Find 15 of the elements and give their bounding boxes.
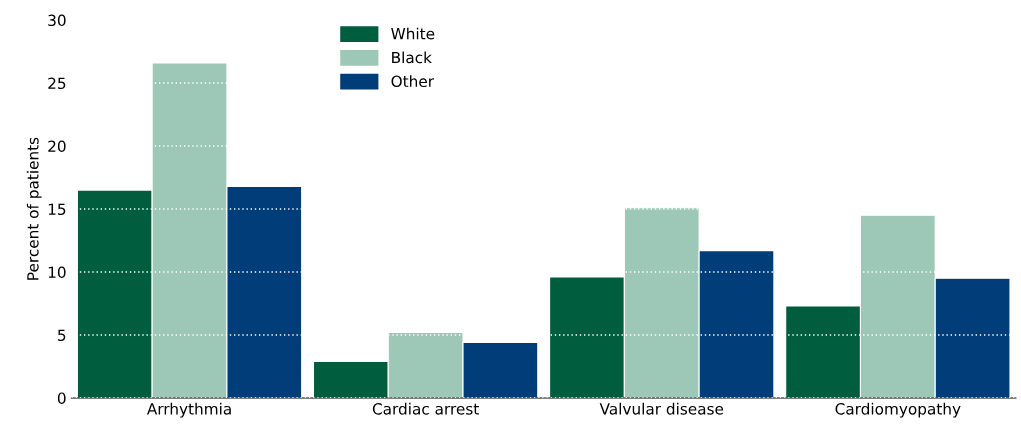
x-tick-label: Valvular disease	[599, 402, 724, 415]
y-tick-label: 5	[58, 329, 66, 341]
legend-label: White	[391, 27, 435, 40]
y-tick-label: 20	[48, 140, 66, 153]
y-tick-label: 30	[48, 14, 66, 27]
y-tick-label: 10	[48, 266, 66, 279]
x-tick-label: Cardiomyopathy	[835, 402, 961, 418]
y-tick-label: 25	[48, 77, 66, 90]
y-tick-label: 0	[57, 392, 66, 404]
legend-label: Other	[391, 75, 435, 88]
y-axis-title: Percent of patients	[26, 137, 42, 280]
x-tick-label: Cardiac arrest	[372, 402, 479, 415]
legend-label: Black	[392, 51, 432, 64]
y-tick-label: 15	[48, 203, 66, 216]
x-tick-label: Arrhythmia	[146, 402, 231, 418]
